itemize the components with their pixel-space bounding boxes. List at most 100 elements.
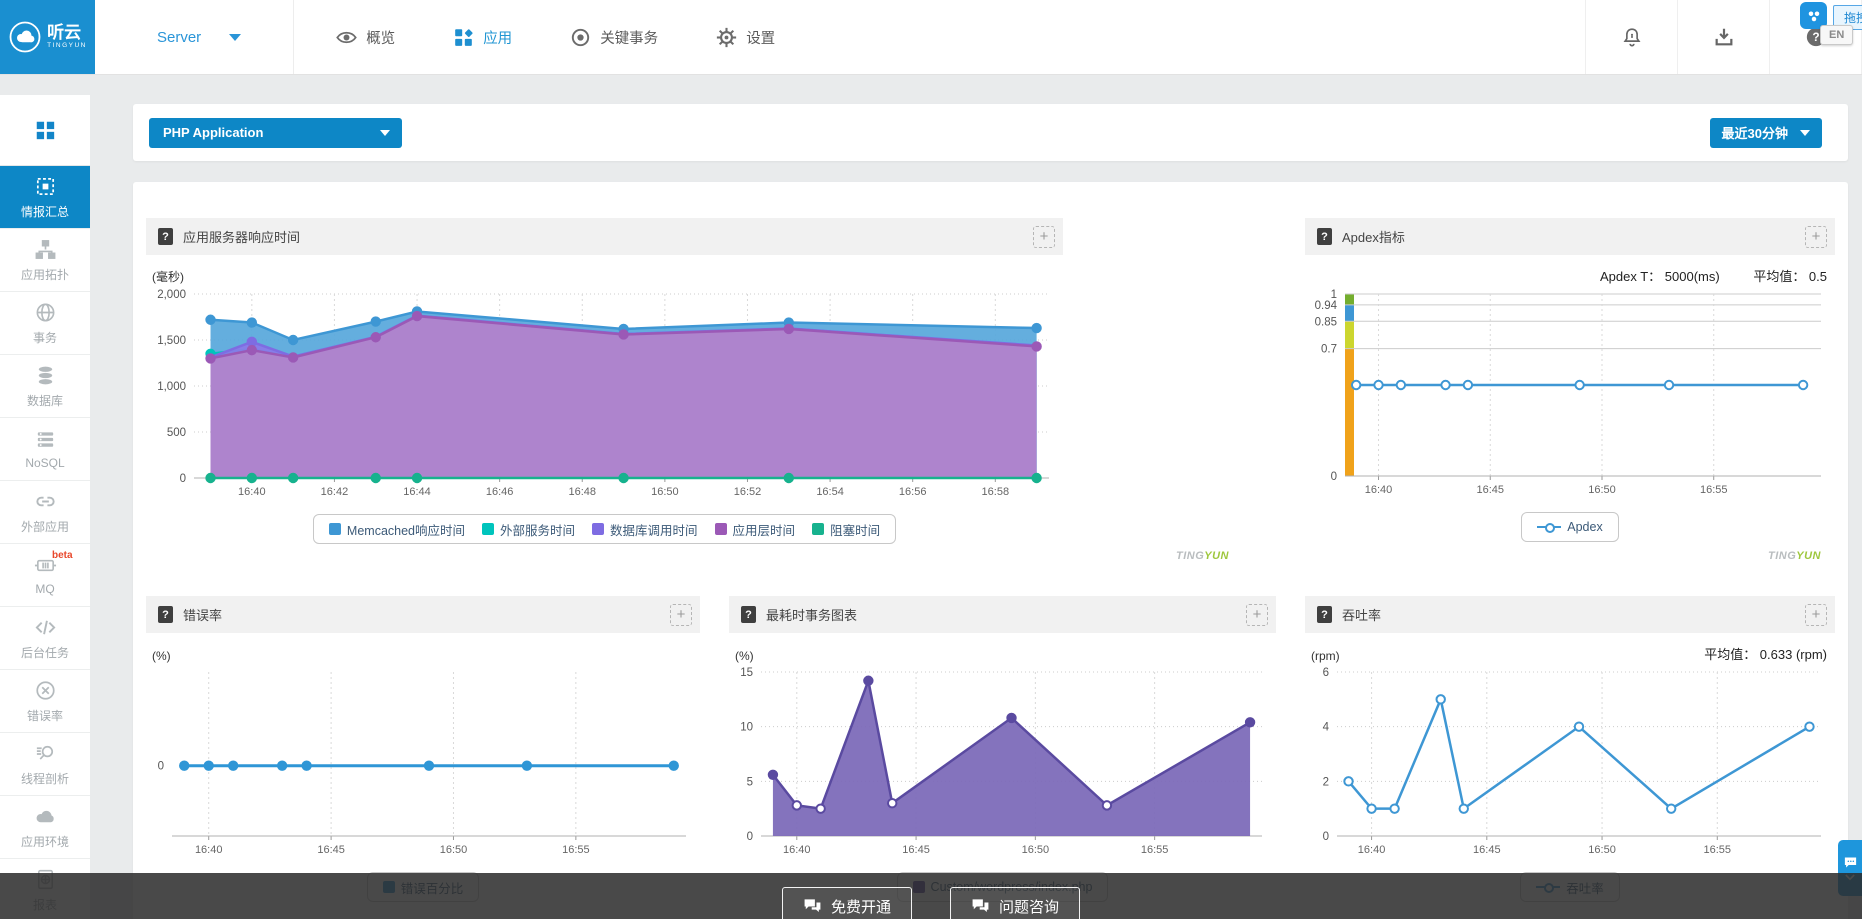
- time-range-label: 最近30分钟: [1721, 126, 1788, 141]
- chevron-down-icon: [1800, 129, 1810, 136]
- help-badge-icon[interactable]: ?: [741, 606, 756, 623]
- sidebar-item-intel-summary[interactable]: 情报汇总: [0, 166, 90, 229]
- y-axis-unit: (rpm): [1311, 649, 1340, 663]
- brand-title: 听云: [47, 23, 82, 43]
- svg-text:16:54: 16:54: [816, 486, 844, 498]
- y-axis-unit: (%): [152, 649, 171, 663]
- chart-legend: Apdex: [1305, 512, 1835, 542]
- sidebar-item-topology[interactable]: 应用拓扑: [0, 229, 90, 292]
- svg-text:15: 15: [740, 667, 753, 679]
- svg-text:16:45: 16:45: [1473, 844, 1501, 856]
- external-link-icon: [34, 490, 57, 513]
- sidebar-item-database[interactable]: 数据库: [0, 355, 90, 418]
- chart-card-throughput: ? 吞吐率 + (rpm) 平均值： 0.633 (rpm) 0 2 4 6 16:40…: [1305, 596, 1835, 902]
- svg-text:0: 0: [1331, 471, 1337, 483]
- sidebar: 情报汇总 应用拓扑 事务 数据库 NoSQL 外部应用 beta MQ: [0, 95, 90, 919]
- button-label: 问题咨询: [999, 898, 1060, 916]
- expand-chart-button[interactable]: +: [670, 603, 692, 626]
- help-badge-icon[interactable]: ?: [1317, 228, 1332, 245]
- svg-text:16:42: 16:42: [321, 486, 349, 498]
- sidebar-item-app-environment[interactable]: 应用环境: [0, 796, 90, 859]
- selector-toolbar: PHP Application 最近30分钟: [133, 104, 1848, 161]
- expand-chart-button[interactable]: +: [1805, 225, 1827, 248]
- database-icon: [34, 364, 57, 387]
- expand-chart-button[interactable]: +: [1033, 225, 1055, 248]
- svg-text:1: 1: [1331, 289, 1337, 301]
- sidebar-label: 应用环境: [20, 834, 69, 849]
- sidebar-item-background-tasks[interactable]: 后台任务: [0, 607, 90, 670]
- product-dropdown[interactable]: Server: [95, 0, 295, 74]
- legend-item[interactable]: Memcached响应时间: [328, 520, 465, 539]
- language-toggle-button[interactable]: EN: [1820, 25, 1854, 45]
- svg-text:6: 6: [1323, 667, 1329, 679]
- brand-logo[interactable]: 听云 TINGYUN: [0, 0, 95, 74]
- free-signup-button[interactable]: 免费开通: [781, 887, 912, 919]
- sidebar-item-mq[interactable]: beta MQ: [0, 544, 90, 607]
- help-badge-icon[interactable]: ?: [158, 606, 173, 623]
- chart-card-slowest-transactions: ? 最耗时事务图表 + (%) 0 5 10 15 16:40 16:45 16:50 16:…: [729, 596, 1276, 902]
- throughput-average-value: 平均值： 0.633 (rpm): [1704, 647, 1827, 662]
- bell-icon: [1621, 26, 1643, 48]
- sidebar-label: 外部应用: [20, 519, 69, 534]
- legend-item[interactable]: Apdex: [1537, 520, 1603, 534]
- svg-text:16:48: 16:48: [568, 486, 596, 498]
- svg-text:16:40: 16:40: [1358, 844, 1386, 856]
- legend-swatch-icon: [714, 523, 727, 535]
- legend-line-marker-icon: [1537, 522, 1562, 533]
- application-selector-dropdown[interactable]: PHP Application: [149, 117, 402, 148]
- time-range-dropdown[interactable]: 最近30分钟: [1709, 117, 1822, 148]
- legend-item[interactable]: 应用层时间: [714, 520, 795, 539]
- expand-chart-button[interactable]: +: [1805, 603, 1827, 626]
- svg-text:16:58: 16:58: [982, 486, 1010, 498]
- ask-question-button[interactable]: 问题咨询: [950, 887, 1081, 919]
- sidebar-item-thread-profiling[interactable]: 线程剖析: [0, 733, 90, 796]
- apps-grid-icon: [453, 27, 474, 48]
- brand-subtitle: TINGYUN: [47, 42, 87, 50]
- legend-item[interactable]: 外部服务时间: [482, 520, 575, 539]
- sidebar-label: 情报汇总: [20, 204, 69, 219]
- sidebar-toggle-button[interactable]: [0, 95, 90, 166]
- sidebar-item-external-apps[interactable]: 外部应用: [0, 481, 90, 544]
- sidebar-item-error-rate[interactable]: 错误率: [0, 670, 90, 733]
- help-badge-icon[interactable]: ?: [158, 228, 173, 245]
- chevron-down-icon: [380, 129, 390, 136]
- svg-text:16:55: 16:55: [1704, 844, 1732, 856]
- legend-swatch-icon: [328, 523, 341, 535]
- legend-item[interactable]: 阻塞时间: [812, 520, 880, 539]
- download-button[interactable]: [1677, 0, 1769, 74]
- legend-label: 阻塞时间: [830, 523, 881, 538]
- svg-text:16:45: 16:45: [1476, 484, 1504, 496]
- menu-item-key-transactions[interactable]: 关键事务: [570, 27, 658, 48]
- sidebar-item-transactions[interactable]: 事务: [0, 292, 90, 355]
- chart-unit-row: (rpm) 平均值： 0.633 (rpm): [1305, 643, 1835, 663]
- sidebar-label: MQ: [35, 582, 55, 596]
- menu-item-applications[interactable]: 应用: [453, 27, 512, 48]
- help-badge-icon[interactable]: ?: [1317, 606, 1332, 623]
- beta-badge: beta: [52, 550, 73, 561]
- charts-row-1: ? 应用服务器响应时间 + (毫秒) 0 500 1,000 1,500 2,000 16…: [146, 218, 1835, 562]
- sidebar-label: 线程剖析: [20, 771, 69, 786]
- chart-legend: Memcached响应时间 外部服务时间 数据库调用时间 应用层时间 阻塞时间: [146, 514, 1063, 544]
- menu-item-settings[interactable]: 设置: [716, 27, 775, 48]
- extension-icon[interactable]: [1800, 2, 1827, 29]
- notifications-bell-button[interactable]: [1585, 0, 1677, 74]
- sidebar-label: 错误率: [26, 708, 63, 723]
- legend-item[interactable]: 数据库调用时间: [592, 520, 698, 539]
- chart-title: 错误率: [183, 608, 223, 623]
- svg-text:16:40: 16:40: [1365, 484, 1393, 496]
- chevron-down-icon: [229, 33, 242, 41]
- menu-item-overview[interactable]: 概览: [336, 27, 395, 48]
- chart-card-response-time: ? 应用服务器响应时间 + (毫秒) 0 500 1,000 1,500 2,000 16…: [146, 218, 1063, 544]
- promo-bottom-bar: 免费开通 问题咨询: [0, 873, 1862, 919]
- sidebar-item-nosql[interactable]: NoSQL: [0, 418, 90, 481]
- expand-chart-button[interactable]: +: [1246, 603, 1268, 626]
- svg-text:1,500: 1,500: [157, 335, 186, 347]
- legend-swatch-icon: [482, 523, 495, 535]
- chart-header: ? 应用服务器响应时间 +: [146, 218, 1063, 255]
- svg-text:0: 0: [747, 831, 753, 843]
- chart-title: Apdex指标: [1342, 230, 1405, 245]
- background-code-icon: [34, 616, 57, 639]
- svg-text:0.85: 0.85: [1315, 316, 1337, 328]
- svg-text:5: 5: [747, 776, 753, 788]
